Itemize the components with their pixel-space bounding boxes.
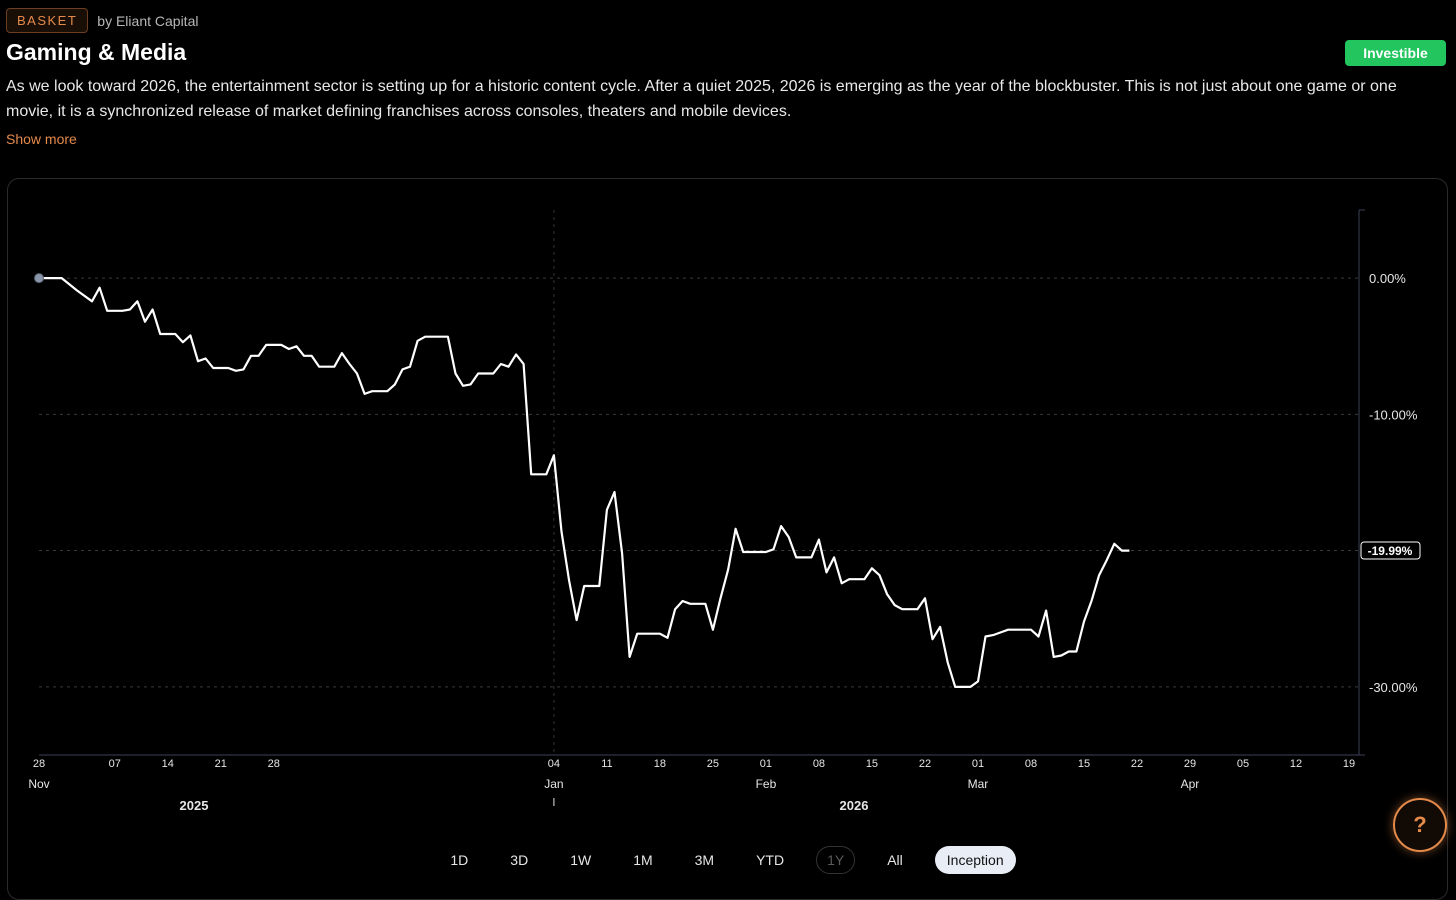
x-tick-label: 25 [707, 758, 719, 770]
x-tick-label: 15 [866, 758, 878, 770]
start-point [34, 273, 44, 284]
author-label[interactable]: by Eliant Capital [97, 12, 199, 29]
x-month-label: Apr [1181, 777, 1200, 791]
current-value-label: -19.99% [1368, 544, 1413, 558]
x-month-label: Nov [28, 777, 49, 791]
y-tick-label: 0.00% [1369, 271, 1406, 286]
range-selector: 1D 3D 1W 1M 3M YTD 1Y All Inception [0, 846, 1456, 874]
basket-description: As we look toward 2026, the entertainmen… [6, 78, 1397, 120]
x-tick-label: 08 [1025, 758, 1037, 770]
range-1d[interactable]: 1D [440, 846, 478, 874]
x-tick-label: 01 [760, 758, 772, 770]
range-all[interactable]: All [877, 846, 913, 874]
x-tick-label: 22 [1131, 758, 1143, 770]
year-label: 2025 [180, 798, 209, 813]
investible-button[interactable]: Investible [1345, 40, 1446, 66]
x-month-label: Feb [756, 777, 777, 791]
x-tick-label: 01 [972, 758, 984, 770]
x-tick-label: 14 [162, 758, 174, 770]
y-tick-label: -10.00% [1369, 407, 1418, 422]
chart-card [7, 178, 1448, 900]
x-tick-label: 11 [601, 758, 612, 770]
range-3m[interactable]: 3M [685, 846, 724, 874]
x-tick-label: 04 [548, 758, 560, 770]
range-inception[interactable]: Inception [934, 846, 1016, 874]
series-line [39, 277, 1130, 688]
x-tick-label: 19 [1343, 758, 1355, 770]
x-tick-label: 08 [813, 758, 825, 770]
page-title: Gaming & Media [6, 39, 187, 65]
header-meta: BASKET by Eliant Capital [6, 8, 198, 33]
range-ytd[interactable]: YTD [746, 846, 794, 874]
current-value-badge [1360, 541, 1421, 560]
y-tick-label: -30.00% [1369, 680, 1418, 695]
performance-chart[interactable]: 0.00% -10.00% -30.00% 28 Nov 07 14 21 28 04 Jan 11 1… [0, 0, 1456, 846]
range-1m[interactable]: 1M [623, 846, 662, 874]
x-tick-label: 05 [1237, 758, 1249, 770]
x-tick-label: 21 [215, 758, 227, 770]
x-tick-label: 07 [109, 758, 121, 770]
range-3d[interactable]: 3D [500, 846, 538, 874]
range-1w[interactable]: 1W [560, 846, 601, 874]
x-tick-label: 29 [1184, 758, 1196, 770]
year-label: 2026 [840, 798, 869, 813]
question-icon: ? [1413, 812, 1427, 837]
x-tick-label: 12 [1290, 758, 1302, 770]
x-tick-label: 15 [1078, 758, 1090, 770]
x-month-label: Mar [968, 777, 989, 791]
x-tick-label: 18 [654, 758, 666, 770]
x-tick-label: 28 [268, 758, 280, 770]
show-more-link[interactable]: Show more [6, 131, 77, 147]
x-tick-label: 22 [919, 758, 931, 770]
basket-badge: BASKET [6, 8, 89, 33]
x-month-label: Jan [544, 777, 563, 791]
help-button[interactable]: ? [1393, 798, 1447, 852]
x-tick-label: 28 [33, 758, 45, 770]
range-1y: 1Y [816, 846, 856, 874]
